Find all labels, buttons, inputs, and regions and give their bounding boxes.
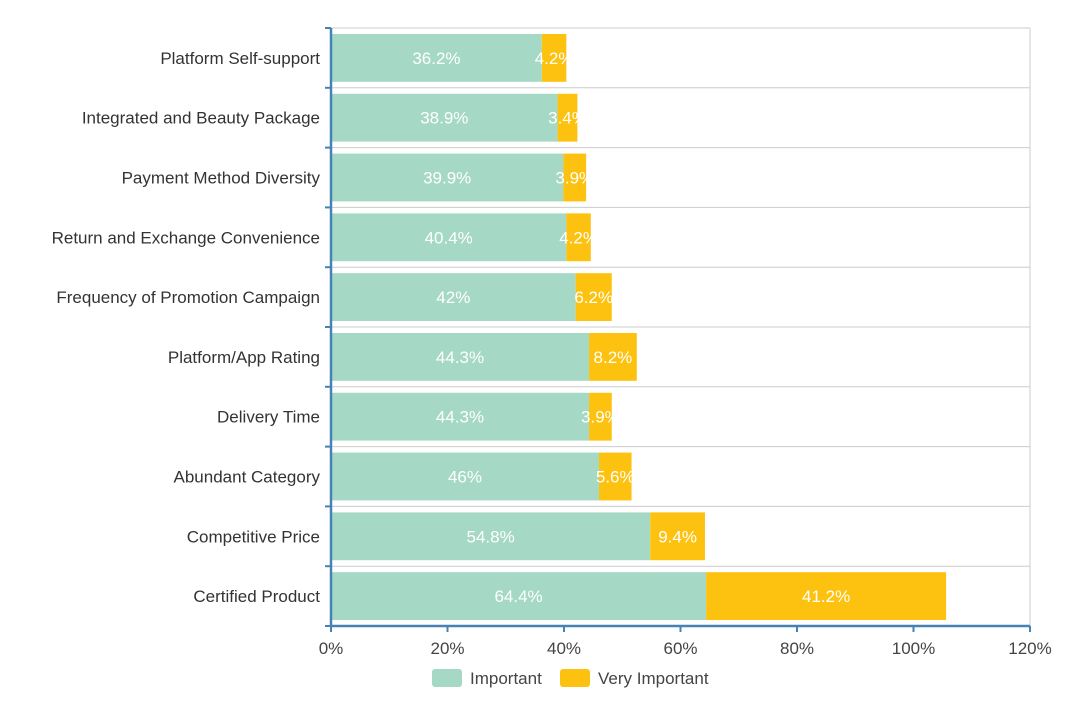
data-label: 5.6%	[596, 468, 635, 487]
category-label: Payment Method Diversity	[122, 169, 321, 188]
category-label: Competitive Price	[187, 527, 320, 546]
category-label: Certified Product	[193, 587, 320, 606]
bar-important	[331, 572, 707, 621]
bar-important	[331, 93, 558, 142]
bar-very-important	[575, 273, 612, 322]
x-tick-label: 0%	[319, 639, 344, 658]
bar-important	[331, 213, 567, 262]
data-label: 54.8%	[467, 527, 515, 546]
data-label: 8.2%	[594, 348, 633, 367]
bar-very-important	[589, 332, 637, 381]
bar-very-important	[598, 452, 632, 501]
category-label: Return and Exchange Convenience	[52, 228, 320, 247]
legend-swatch-important	[432, 669, 462, 687]
category-label: Platform Self-support	[160, 49, 320, 68]
data-label: 6.2%	[574, 288, 613, 307]
category-label: Delivery Time	[217, 408, 320, 427]
category-label: Abundant Category	[174, 468, 321, 487]
bar-very-important	[589, 392, 612, 441]
bar-important	[331, 392, 590, 441]
bar-important	[331, 273, 576, 322]
data-label: 4.2%	[535, 49, 574, 68]
bar-important	[331, 332, 590, 381]
x-tick-label: 20%	[430, 639, 464, 658]
data-label: 64.4%	[494, 587, 542, 606]
bar-important	[331, 512, 651, 561]
x-tick-label: 100%	[892, 639, 935, 658]
data-label: 36.2%	[412, 49, 460, 68]
legend-label: Important	[470, 669, 542, 688]
data-label: 39.9%	[423, 169, 471, 188]
bar-very-important	[566, 213, 591, 262]
bar-important	[331, 153, 564, 202]
bar-important	[331, 452, 599, 501]
data-label: 40.4%	[425, 228, 473, 247]
bar-very-important	[557, 93, 578, 142]
bar-important	[331, 33, 542, 82]
data-label: 42%	[436, 288, 470, 307]
data-label: 3.9%	[581, 408, 620, 427]
bar-very-important	[706, 572, 947, 621]
legend-label: Very Important	[598, 669, 709, 688]
data-label: 41.2%	[802, 587, 850, 606]
category-label: Platform/App Rating	[168, 348, 320, 367]
data-label: 4.2%	[559, 228, 598, 247]
bar-very-important	[541, 33, 567, 82]
x-tick-label: 40%	[547, 639, 581, 658]
x-tick-label: 60%	[663, 639, 697, 658]
data-label: 46%	[448, 468, 482, 487]
category-label: Frequency of Promotion Campaign	[56, 288, 320, 307]
data-label: 44.3%	[436, 408, 484, 427]
data-label: 3.9%	[555, 169, 594, 188]
data-label: 9.4%	[658, 527, 697, 546]
bar-very-important	[650, 512, 705, 561]
bar-very-important	[563, 153, 587, 202]
legend-swatch-very-important	[560, 669, 590, 687]
x-tick-label: 80%	[780, 639, 814, 658]
category-label: Integrated and Beauty Package	[82, 109, 320, 128]
data-label: 38.9%	[420, 109, 468, 128]
data-label: 44.3%	[436, 348, 484, 367]
data-label: 3.4%	[548, 109, 587, 128]
x-tick-label: 120%	[1008, 639, 1051, 658]
